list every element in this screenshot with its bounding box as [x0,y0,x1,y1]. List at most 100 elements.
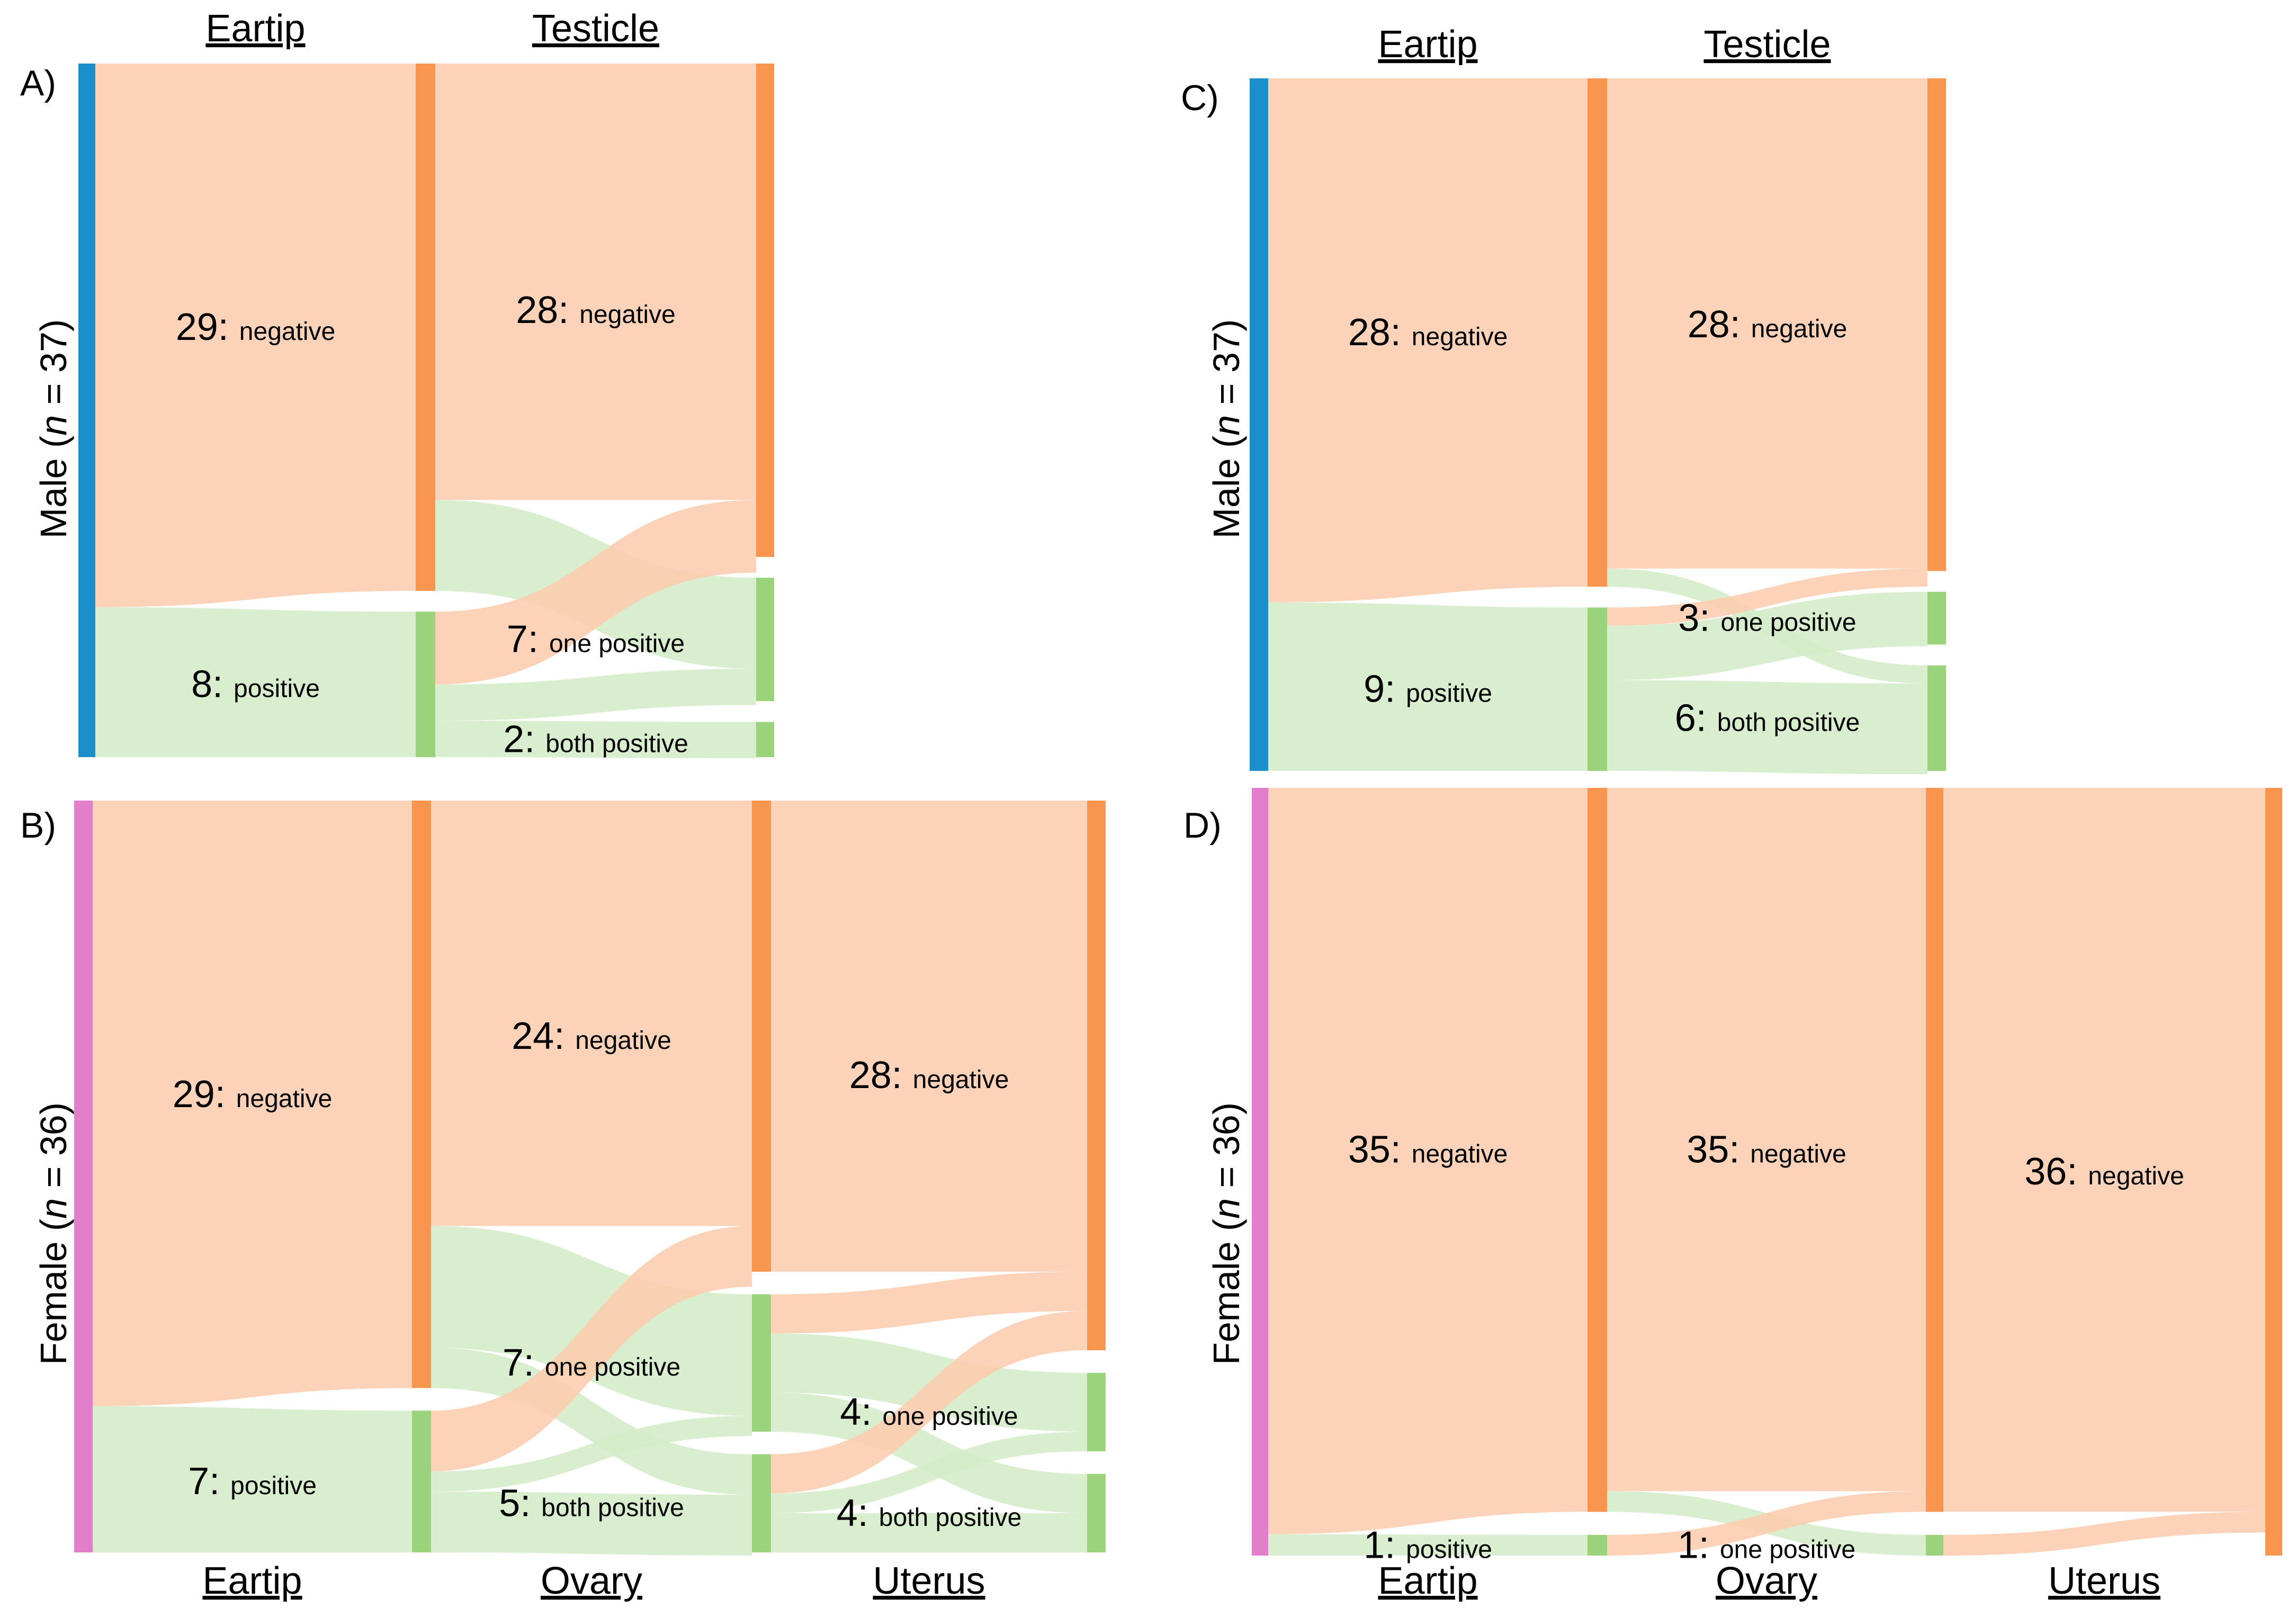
node-label-both: 6: both positive [1675,697,1860,739]
node-ovary-neg [1926,788,1943,1512]
node-label-neg: 29: negative [173,1073,333,1116]
flow-negative-s2-one-to-neg [1943,1512,2265,1556]
panel-c: C) Male (n = 37) 28: negative 9: positive Ea… [1181,23,1946,775]
group-bar-female [74,801,93,1552]
panel-letter: C) [1181,78,1219,118]
node-label-pos: 8: positive [191,663,320,706]
node-label-neg: 28: negative [849,1054,1009,1097]
node-uterus-both [1087,1474,1106,1552]
column-header-testicle: Testicle [532,7,659,50]
node-label-both: 5: both positive [499,1482,684,1524]
node-uterus-neg [2265,788,2282,1556]
node-label-both: 2: both positive [503,718,688,761]
flow-positive-s0-pos-to-pos [1268,602,1588,771]
flow-positive-s1-neg-to-both [431,1348,752,1495]
node-label-pos: 7: positive [188,1460,317,1503]
flow-positive-s2-one-to-both [771,1392,1087,1513]
node-eartip-neg [412,801,431,1388]
group-label: Female (n = 36) [1206,1102,1247,1365]
flow-negative-s1-pos-to-neg [1607,1491,1926,1556]
flow-positive-s0-pos-to-pos [93,1406,412,1552]
flow-negative-s0-neg-to-neg [1268,788,1588,1534]
node-eartip-pos [1588,1534,1607,1556]
node-testicle-neg [1927,78,1946,571]
panel-letter: D) [1183,805,1222,846]
flow-layer [1268,788,2265,1556]
node-eartip-pos [1588,607,1607,771]
node-testicle-both [1927,665,1946,771]
node-label-pos: 9: positive [1364,668,1492,711]
flow-negative-s2-both-to-neg [771,1311,1087,1494]
flow-negative-s1-pos-to-neg [435,500,756,685]
group-bar-male [1250,78,1268,771]
flow-negative-s1-neg-to-neg [1607,788,1926,1492]
flow-positive-s2-both-to-one [771,1432,1087,1513]
node-label-neg: 28: negative [1348,311,1508,354]
node-eartip-pos [412,1411,431,1552]
node-label-one: 7: one positive [507,618,685,661]
node-label-neg: 36: negative [2024,1151,2184,1193]
column-header-testicle: Testicle [1703,23,1831,66]
column-header-uterus: Uterus [2048,1560,2160,1602]
group-bar-female [1252,788,1268,1556]
flow-positive-s0-pos-to-pos [95,607,416,757]
column-header-ovary: Ovary [1716,1560,1817,1602]
flow-positive-s1-pos-to-one [431,1416,752,1492]
flow-negative-s2-neg-to-neg [771,801,1087,1272]
node-uterus-one [1087,1372,1106,1452]
flow-layer [93,801,1087,1556]
group-label: Male (n = 37) [1206,319,1247,538]
flow-negative-s1-neg-to-neg [435,64,756,500]
flow-negative-s1-neg-to-neg [431,801,752,1226]
flow-positive-s1-pos-to-one [1607,591,1927,680]
flow-negative-s2-one-to-neg [771,1271,1087,1334]
panel-letter: A) [20,63,56,103]
panel-d: D) Female (n = 36) 35: negative 1: positive… [1183,788,2282,1602]
flow-positive-s1-pos-to-both [435,721,756,759]
flow-negative-s2-neg-to-neg [1943,788,2265,1512]
flow-negative-s0-neg-to-neg [1268,78,1588,603]
column-header-eartip: Eartip [1378,23,1477,66]
column-header-uterus: Uterus [873,1560,985,1602]
node-eartip-neg [1588,788,1607,1512]
node-label-one: 7: one positive [503,1342,680,1384]
panel-a: A) Male (n = 37) 29: negative 8: positive Ea… [20,7,774,761]
node-eartip-pos [416,612,435,757]
column-header-eartip: Eartip [1378,1560,1477,1602]
flow-layer [95,64,756,759]
node-label-one: 4: one positive [840,1391,1018,1433]
node-testicle-neg [756,64,774,557]
flow-positive-s0-pos-to-pos [1268,1534,1588,1556]
node-label-one: 3: one positive [1678,597,1856,640]
group-label: Female (n = 36) [33,1102,74,1365]
node-testicle-one [756,578,774,702]
flow-positive-s1-pos-to-both [431,1492,752,1556]
flow-negative-s1-neg-to-neg [1607,78,1927,569]
flow-positive-s2-both-to-both [771,1513,1087,1552]
group-label: Male (n = 37) [33,319,74,538]
panel-b: B) Female (n = 36) 29: negative 7: positive… [20,801,1106,1602]
node-uterus-neg [1087,801,1106,1351]
flow-layer [1268,78,1927,775]
flow-negative-s1-pos-to-neg [431,1226,752,1471]
node-ovary-one [1926,1534,1943,1556]
column-header-ovary: Ovary [541,1560,642,1602]
flow-positive-s1-pos-to-both [1607,680,1927,775]
column-header-eartip: Eartip [205,7,305,50]
flow-negative-s0-neg-to-neg [95,64,416,607]
node-label-neg: 24: negative [512,1015,671,1057]
node-label-pos: 1: positive [1364,1524,1492,1566]
flow-positive-s1-pos-to-one [435,668,756,721]
node-label-neg: 35: negative [1348,1129,1508,1171]
node-ovary-one [752,1294,771,1432]
node-eartip-neg [416,64,435,591]
node-label-both: 4: both positive [837,1492,1022,1534]
group-bar-male [78,64,95,757]
panel-letter: B) [20,805,56,846]
node-testicle-one [1927,591,1946,645]
node-label-neg: 28: negative [1688,303,1847,346]
column-header-eartip: Eartip [202,1560,302,1602]
flow-negative-s1-pos-to-neg [1607,568,1927,626]
